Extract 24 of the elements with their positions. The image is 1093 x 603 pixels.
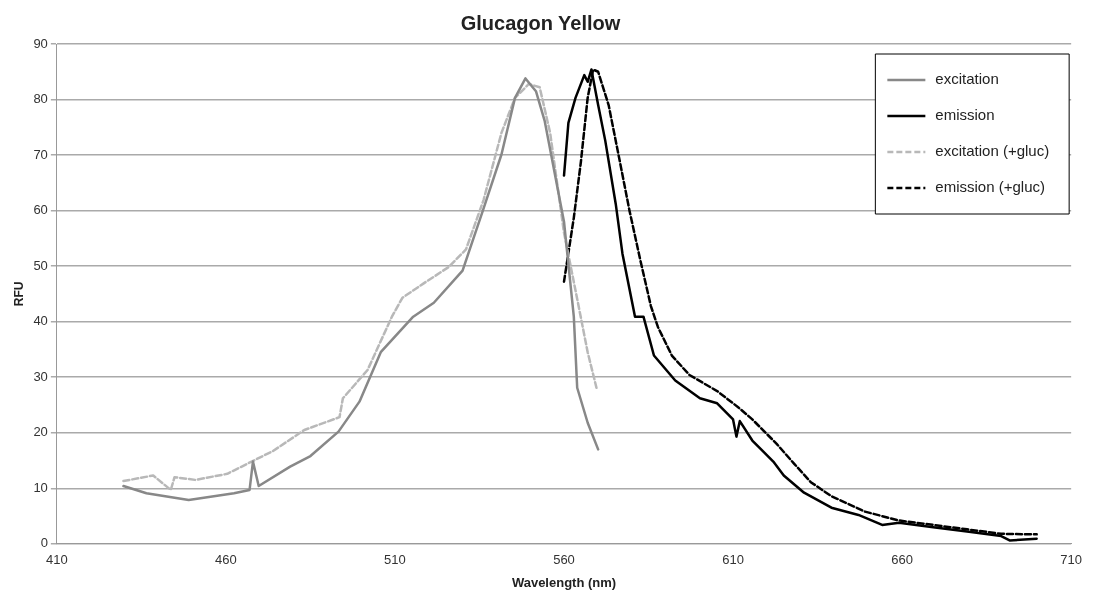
legend-label: emission xyxy=(935,106,995,124)
x-tick-label: 410 xyxy=(46,552,68,568)
y-tick-label: 70 xyxy=(33,146,48,162)
legend-label: excitation xyxy=(935,70,999,88)
y-tick-label: 10 xyxy=(33,479,48,495)
y-tick-label: 20 xyxy=(33,424,48,440)
y-tick-label: 40 xyxy=(33,313,48,329)
chart-title: Glucagon Yellow xyxy=(460,11,621,34)
y-tick-label: 60 xyxy=(33,202,48,218)
x-tick-label: 510 xyxy=(384,552,406,568)
legend-label: emission (+gluc) xyxy=(935,178,1045,196)
x-tick-label: 610 xyxy=(722,552,744,568)
y-tick-label: 90 xyxy=(33,35,48,51)
y-tick-label: 0 xyxy=(40,535,48,551)
y-tick-label: 50 xyxy=(33,257,48,273)
y-axis-title: RFU xyxy=(11,281,26,307)
x-tick-label: 660 xyxy=(891,552,913,568)
legend-label: excitation (+gluc) xyxy=(935,142,1050,160)
x-tick-label: 710 xyxy=(1060,552,1083,568)
x-tick-label: 460 xyxy=(215,552,237,568)
y-tick-label: 80 xyxy=(33,91,48,107)
y-tick-label: 30 xyxy=(33,368,48,384)
x-axis-title: Wavelength (nm) xyxy=(511,574,617,590)
x-tick-label: 560 xyxy=(553,552,575,568)
